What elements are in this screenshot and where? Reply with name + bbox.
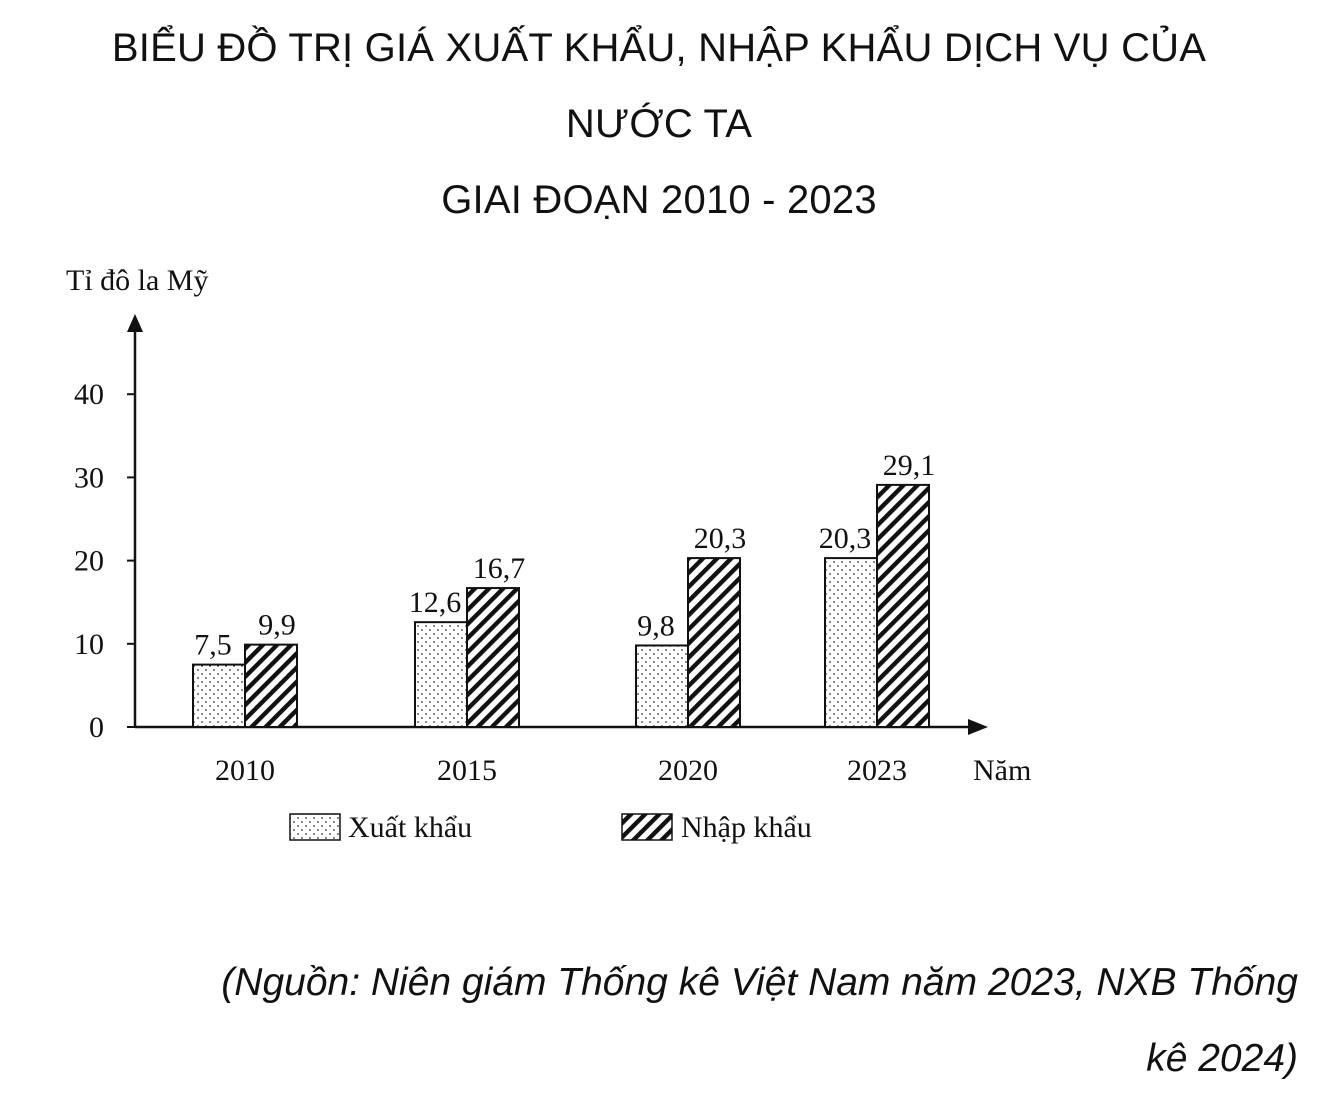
bar-export xyxy=(414,621,468,728)
bar-import xyxy=(876,483,930,728)
legend-item-export: Xuất khẩu xyxy=(289,811,472,844)
bars: 7,5 9,9 12,6 16,7 9,8 20,3 20,3 29,1 xyxy=(192,449,936,729)
source-note: (Nguồn: Niên giám Thống kê Việt Nam năm … xyxy=(38,945,1298,1097)
y-axis-label: Tỉ đô la Mỹ xyxy=(66,264,209,297)
bar-import xyxy=(687,557,741,728)
bar-import xyxy=(466,587,520,728)
bar-data-label: 9,8 xyxy=(637,609,675,642)
y-tick-label: 20 xyxy=(74,545,104,578)
y-tick-label: 40 xyxy=(74,378,104,411)
x-tick-label: 2020 xyxy=(658,754,718,787)
chart-title: BIỂU ĐỒ TRỊ GIÁ XUẤT KHẨU, NHẬP KHẨU DỊC… xyxy=(0,10,1318,238)
x-ticks: 2010 2015 2020 2023 xyxy=(215,754,907,787)
y-tick-label: 0 xyxy=(89,711,104,744)
chart-title-line-1: BIỂU ĐỒ TRỊ GIÁ XUẤT KHẨU, NHẬP KHẨU DỊC… xyxy=(111,26,1207,70)
legend-swatch-export xyxy=(289,813,341,841)
legend-swatch-import xyxy=(621,813,673,841)
bar-export xyxy=(192,663,246,729)
x-axis-arrow-icon xyxy=(968,719,988,735)
bar-data-label: 20,3 xyxy=(694,522,747,555)
legend-label-export: Xuất khẩu xyxy=(348,811,472,844)
y-tick-label: 10 xyxy=(74,628,104,661)
bar-data-label: 9,9 xyxy=(258,609,296,642)
source-line-1: (Nguồn: Niên giám Thống kê Việt Nam năm … xyxy=(221,961,1298,1004)
x-axis-label: Năm xyxy=(973,754,1031,787)
bar-import xyxy=(244,643,298,728)
source-line-2: kê 2024) xyxy=(1146,1037,1298,1080)
bar-chart: Tỉ đô la Mỹ 0 10 20 30 40 Năm 7,5 9,9 12,6 16,7… xyxy=(66,264,1031,844)
y-axis-arrow-icon xyxy=(127,314,143,332)
y-axis xyxy=(127,314,143,727)
legend-item-import: Nhập khẩu xyxy=(621,811,812,844)
y-tick-label: 30 xyxy=(74,461,104,494)
bar-data-label: 7,5 xyxy=(194,629,232,662)
bar-export xyxy=(635,644,689,728)
bar-data-label: 16,7 xyxy=(473,552,526,585)
bar-export xyxy=(824,557,878,728)
chart-title-line-3: GIAI ĐOẠN 2010 - 2023 xyxy=(441,178,877,222)
bar-data-label: 20,3 xyxy=(819,522,872,555)
bar-data-label: 12,6 xyxy=(409,586,462,619)
chart-title-line-2: NƯỚC TA xyxy=(565,102,753,146)
y-ticks: 0 10 20 30 40 xyxy=(74,378,135,744)
bar-data-label: 29,1 xyxy=(883,449,936,482)
legend: Xuất khẩu Nhập khẩu xyxy=(289,811,812,844)
legend-label-import: Nhập khẩu xyxy=(681,811,812,844)
x-tick-label: 2023 xyxy=(847,754,907,787)
x-tick-label: 2010 xyxy=(215,754,275,787)
x-tick-label: 2015 xyxy=(437,754,497,787)
